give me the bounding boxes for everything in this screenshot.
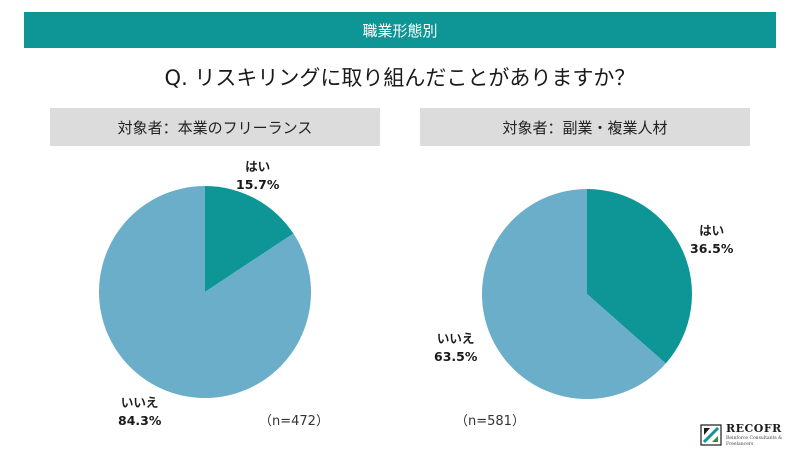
chart-left-title: 対象者：本業のフリーランス xyxy=(50,108,380,146)
pie-left-yes-value: 15.7% xyxy=(236,177,280,192)
pie-chart-sidejob xyxy=(482,189,692,399)
pie-left-no-label: いいえ 84.3% xyxy=(118,394,161,430)
recofr-logo: RECOFR Reinforce Consultants & Freelance… xyxy=(700,420,788,450)
pie-chart-freelance xyxy=(98,186,311,398)
pie-right-yes-value: 36.5% xyxy=(690,241,734,256)
pie-right-no-value: 63.5% xyxy=(434,349,478,364)
chart-right-title: 対象者：副業・複業人材 xyxy=(420,108,750,146)
category-title: 職業形態別 xyxy=(362,21,438,40)
chart-right-title-text: 対象者：副業・複業人材 xyxy=(502,118,668,137)
pie-right-sample-size: （n=581） xyxy=(455,414,525,429)
pie-1-slice-no xyxy=(482,189,666,399)
pie-0-slice-yes xyxy=(205,186,294,292)
category-banner: 職業形態別 xyxy=(24,12,776,48)
pie-left-no-name: いいえ xyxy=(120,395,159,410)
pie-left-yes-name: はい xyxy=(245,159,271,174)
recofr-logo-icon xyxy=(700,424,722,446)
logo-subtitle: Reinforce Consultants & Freelancers xyxy=(726,436,783,447)
question-title: Q. リスキリングに取り組んだことがありますか？ xyxy=(164,66,636,90)
pie-right-yes-name: はい xyxy=(699,223,725,238)
pie-0-slice-no xyxy=(98,186,311,398)
pie-right-no-name: いいえ xyxy=(436,331,475,346)
pie-left-no-value: 84.3% xyxy=(118,413,162,428)
pie-left-yes-label: はい 15.7% xyxy=(236,158,279,194)
chart-left-title-text: 対象者：本業のフリーランス xyxy=(117,118,313,137)
pie-left-sample-size: （n=472） xyxy=(259,414,329,429)
pie-1-slice-yes xyxy=(587,189,692,364)
pie-right-no-label: いいえ 63.5% xyxy=(434,330,477,366)
pie-right-yes-label: はい 36.5% xyxy=(690,222,733,258)
logo-name: RECOFR xyxy=(726,422,782,435)
